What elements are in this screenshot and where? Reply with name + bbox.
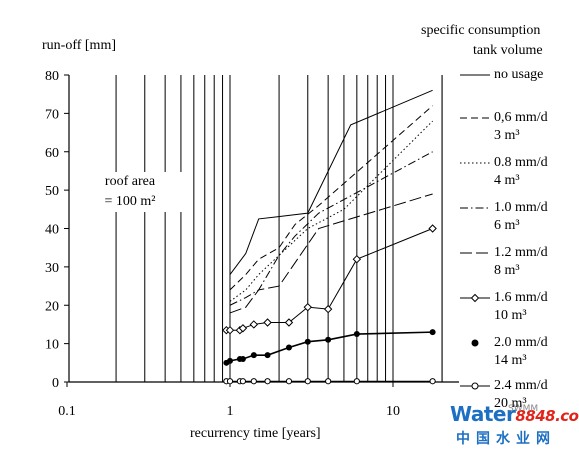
x-tick-label: 1 [227, 404, 234, 419]
legend-label: 14 m³ [494, 353, 527, 368]
y-tick-label: 50 [45, 184, 59, 199]
series-line-6 [226, 228, 433, 331]
watermark-text-water: Water [450, 402, 516, 426]
x-tick-label: 0.1 [58, 404, 76, 419]
data-point-filled [285, 344, 292, 351]
legend-label: 1.2 mm/d [494, 245, 548, 260]
series-line-5 [229, 193, 433, 314]
roof-area-annotation: roof area = 100 m² [76, 172, 184, 212]
legend-entry-7: 2.0 mm/d 14 m³ [494, 334, 548, 370]
y-tick-label: 30 [45, 261, 59, 276]
roof-area-line2: = 100 m² [104, 194, 156, 209]
legend-entry-2: 0,6 mm/d 3 m³ [494, 109, 548, 145]
data-point-filled [429, 329, 436, 336]
legend-label: 3 m³ [494, 128, 520, 143]
legend-label: 2.0 mm/d [494, 335, 548, 350]
data-point-filled [304, 338, 311, 345]
data-point-open [429, 378, 436, 385]
legend-label: 8 m³ [494, 263, 520, 278]
data-point-filled [239, 355, 246, 362]
data-point-filled [227, 357, 233, 364]
legend-label: 1.6 mm/d [494, 290, 548, 305]
legend-entry-5: 1.2 mm/d 8 m³ [494, 244, 548, 280]
x-tick-label: 10 [386, 404, 400, 419]
y-tick-label: 40 [45, 223, 59, 238]
series-line-2 [229, 105, 433, 291]
legend-label: 0,6 mm/d [494, 110, 548, 125]
data-point-filled [325, 336, 332, 343]
legend-entry-8: 2.4 mm/d 20 m³ [494, 377, 548, 413]
series-line-7 [225, 331, 433, 364]
roof-area-line1: roof area [104, 174, 156, 189]
legend-label: 0.8 mm/d [494, 155, 548, 170]
data-point-diamond [303, 302, 312, 312]
data-point-diamond [263, 318, 272, 327]
watermark-tag: SWMM [508, 404, 539, 414]
legend-symbol-open [471, 382, 479, 390]
legend-entry-3: 0.8 mm/d 4 m³ [494, 154, 548, 190]
data-point-open [264, 378, 271, 385]
data-point-filled [353, 331, 360, 338]
data-point-open [325, 378, 332, 385]
data-point-diamond [238, 324, 248, 333]
legend-label: no usage [494, 67, 544, 82]
legend-title-line1: specific consumption [421, 23, 541, 38]
y-tick-label: 0 [52, 376, 59, 391]
series-line-3 [229, 120, 433, 302]
data-point-open [353, 378, 360, 385]
legend-label: 4 m³ [494, 173, 520, 188]
data-point-filled [250, 352, 257, 359]
legend-label: 6 m³ [494, 218, 520, 233]
series-line-4 [229, 151, 433, 306]
data-point-diamond [225, 325, 235, 335]
data-point-open [250, 378, 257, 385]
y-tick-label: 60 [45, 146, 59, 161]
y-tick-label: 20 [45, 299, 59, 314]
legend-label: 2.4 mm/d [494, 378, 548, 393]
data-point-open [239, 378, 247, 385]
x-axis-label: recurrency time [years] [190, 426, 321, 441]
legend-symbol-filled [471, 339, 479, 347]
watermark-text-cn: 中国水业网 [456, 431, 556, 447]
data-point-filled [264, 352, 271, 359]
y-axis-label: run-off [mm] [42, 38, 116, 53]
data-point-diamond [352, 254, 362, 264]
data-point-open [226, 378, 234, 385]
legend-entry-6: 1.6 mm/d 10 m³ [494, 289, 548, 325]
series-line-1 [229, 89, 433, 275]
watermark-logo: Water8848.com SWMM 中国水业网 [450, 398, 579, 452]
data-point-diamond [284, 318, 294, 327]
data-point-diamond [428, 224, 437, 233]
legend-entry-4: 1.0 mm/d 6 m³ [494, 199, 548, 235]
legend-label: 20 m³ [494, 396, 527, 411]
legend-title-line2: tank volume [473, 43, 543, 58]
y-tick-label: 70 [45, 107, 59, 122]
data-point-open [285, 378, 293, 385]
legend-entry-1: no usage [494, 66, 543, 84]
legend-symbol-diamond [470, 293, 480, 303]
y-tick-label: 10 [45, 338, 59, 353]
legend-label: 1.0 mm/d [494, 200, 548, 215]
data-point-diamond [323, 304, 333, 314]
watermark-text-domain: 8848.com [515, 407, 579, 425]
data-point-open [304, 378, 311, 385]
legend-label: 10 m³ [494, 308, 527, 323]
data-point-diamond [249, 320, 259, 329]
y-tick-label: 80 [45, 69, 59, 84]
